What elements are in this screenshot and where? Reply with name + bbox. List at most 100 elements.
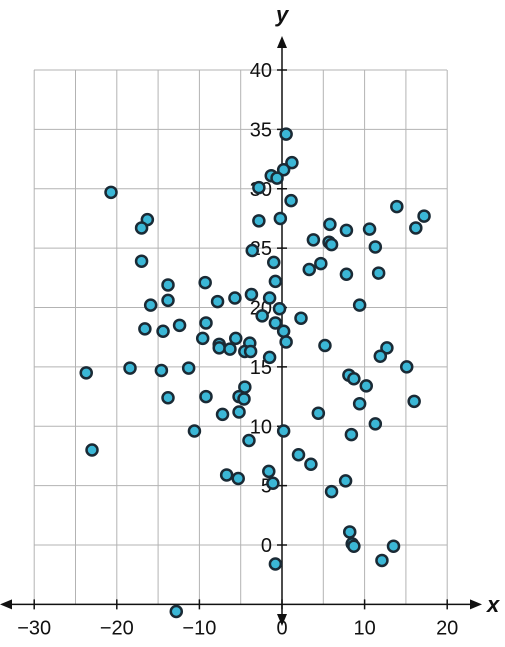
x-axis-title: x — [486, 592, 500, 617]
x-axis-arrow-right — [470, 599, 482, 610]
data-point — [368, 417, 383, 431]
data-point — [407, 394, 421, 409]
y-tick-label: 0 — [261, 535, 272, 557]
data-point — [243, 344, 258, 359]
data-point — [266, 255, 281, 270]
data-point — [273, 211, 288, 226]
data-point — [242, 433, 256, 448]
y-axis-arrow-up — [277, 36, 287, 48]
data-point — [306, 233, 321, 247]
x-tick-label: 10 — [353, 617, 375, 639]
x-tick-label: −30 — [17, 617, 51, 639]
data-point — [268, 316, 283, 330]
data-point — [169, 604, 184, 619]
data-point — [344, 427, 359, 442]
data-point — [339, 267, 354, 281]
data-point — [276, 424, 291, 438]
data-point — [262, 291, 277, 305]
data-point — [359, 379, 374, 393]
y-axis-arrow-down — [277, 614, 287, 626]
data-point — [161, 293, 175, 308]
data-point — [347, 372, 361, 386]
data-point — [352, 298, 367, 312]
data-point — [181, 361, 196, 375]
data-point — [266, 476, 280, 490]
data-point — [134, 254, 149, 268]
data-point — [262, 464, 276, 479]
data-point — [244, 287, 259, 302]
data-point — [347, 539, 361, 553]
data-point — [85, 443, 99, 457]
data-point — [272, 301, 287, 316]
data-point — [134, 221, 149, 235]
y-tick-label: 5 — [261, 476, 272, 498]
data-point — [161, 391, 175, 405]
data-point — [268, 274, 283, 289]
data-point — [324, 237, 339, 252]
data-point — [279, 335, 293, 349]
data-point — [386, 539, 401, 553]
data-point — [123, 361, 137, 375]
data-point — [375, 553, 389, 568]
data-point — [270, 171, 284, 185]
data-point — [339, 223, 354, 238]
data-point — [276, 163, 291, 177]
data-point — [228, 331, 243, 346]
data-point — [262, 350, 277, 365]
data-point — [324, 484, 339, 499]
data-point — [245, 243, 260, 258]
data-point — [380, 341, 394, 355]
data-point — [154, 363, 169, 378]
y-tick-label: 10 — [250, 416, 272, 438]
x-tick-label: 20 — [436, 617, 458, 639]
data-point — [228, 291, 242, 305]
data-point — [409, 221, 423, 235]
data-point — [302, 262, 317, 277]
data-point — [172, 318, 187, 333]
data-point — [285, 155, 299, 170]
data-point — [291, 448, 306, 462]
data-point — [284, 193, 298, 208]
y-tick-label: 35 — [250, 119, 272, 141]
data-point — [143, 298, 158, 312]
data-point — [138, 322, 152, 336]
data-point — [368, 240, 383, 254]
data-point — [268, 557, 283, 571]
data-point — [417, 209, 431, 223]
data-point — [199, 316, 213, 330]
data-point — [362, 222, 377, 236]
data-point — [318, 338, 332, 353]
data-point — [279, 127, 293, 141]
data-point — [371, 266, 386, 280]
data-point — [161, 278, 175, 292]
data-point — [212, 341, 226, 355]
data-point — [195, 331, 210, 346]
data-point — [252, 180, 266, 195]
data-point — [390, 199, 404, 214]
data-point — [79, 366, 93, 380]
data-point — [399, 360, 414, 374]
data-point — [352, 396, 367, 411]
data-point — [276, 324, 291, 338]
data-point — [237, 392, 251, 406]
data-point — [311, 406, 326, 420]
data-point — [215, 407, 230, 422]
data-point — [342, 525, 357, 539]
data-point — [255, 309, 269, 323]
data-point — [294, 311, 308, 325]
data-point — [314, 256, 328, 271]
data-point — [219, 468, 234, 482]
y-axis-title: y — [275, 2, 290, 27]
data-point — [156, 324, 170, 338]
data-points — [79, 127, 431, 619]
x-tick-label: −20 — [100, 617, 134, 639]
data-point — [187, 424, 202, 438]
y-tick-label: 40 — [250, 60, 272, 82]
data-point — [231, 471, 245, 486]
data-point — [199, 389, 213, 404]
data-point — [223, 342, 237, 356]
data-point — [104, 185, 118, 200]
data-point — [210, 294, 225, 309]
data-point — [198, 275, 212, 290]
